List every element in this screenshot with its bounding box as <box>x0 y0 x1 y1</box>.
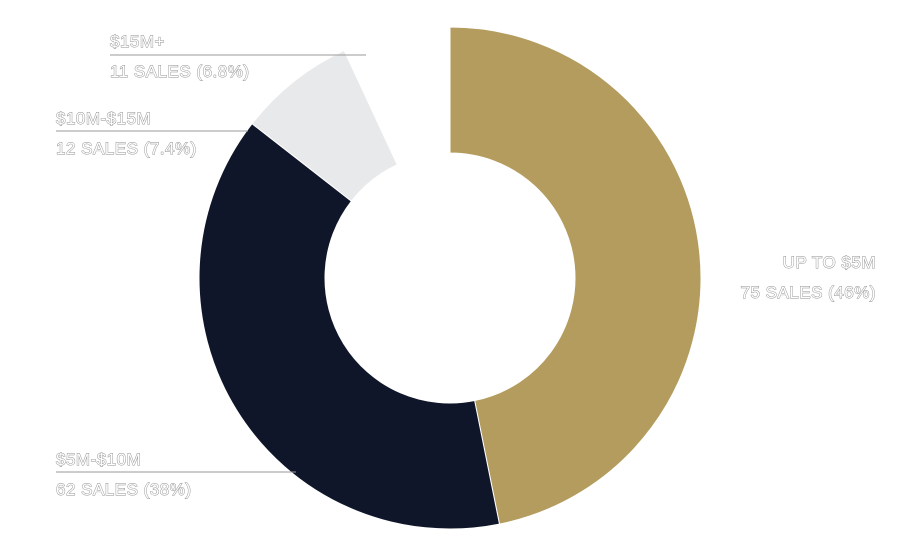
label-15m-plus-category: $15M+ <box>110 32 165 51</box>
label-5m-10m: $5M-$10M 62 SALES (38%) <box>56 450 296 499</box>
slice-5m-10m <box>198 122 501 530</box>
slice-15m <box>343 26 451 166</box>
label-5m-10m-count: 62 SALES (38%) <box>56 480 192 499</box>
slice-up-to-5m <box>449 26 702 525</box>
label-5m-10m-category: $5M-$10M <box>56 450 141 469</box>
slices-group <box>198 26 702 530</box>
label-15m-plus-count: 11 SALES (6.8%) <box>110 62 249 81</box>
label-10m-15m: $10M-$15M 12 SALES (7.4%) <box>56 109 248 158</box>
label-up-to-5m-category: UP TO $5M <box>783 253 876 272</box>
label-up-to-5m: UP TO $5M 75 SALES (46%) <box>740 253 876 303</box>
label-15m-plus: $15M+ 11 SALES (6.8%) <box>110 32 366 81</box>
label-up-to-5m-count: 75 SALES (46%) <box>740 283 876 302</box>
label-10m-15m-count: 12 SALES (7.4%) <box>56 139 197 158</box>
label-10m-15m-category: $10M-$15M <box>56 109 151 128</box>
